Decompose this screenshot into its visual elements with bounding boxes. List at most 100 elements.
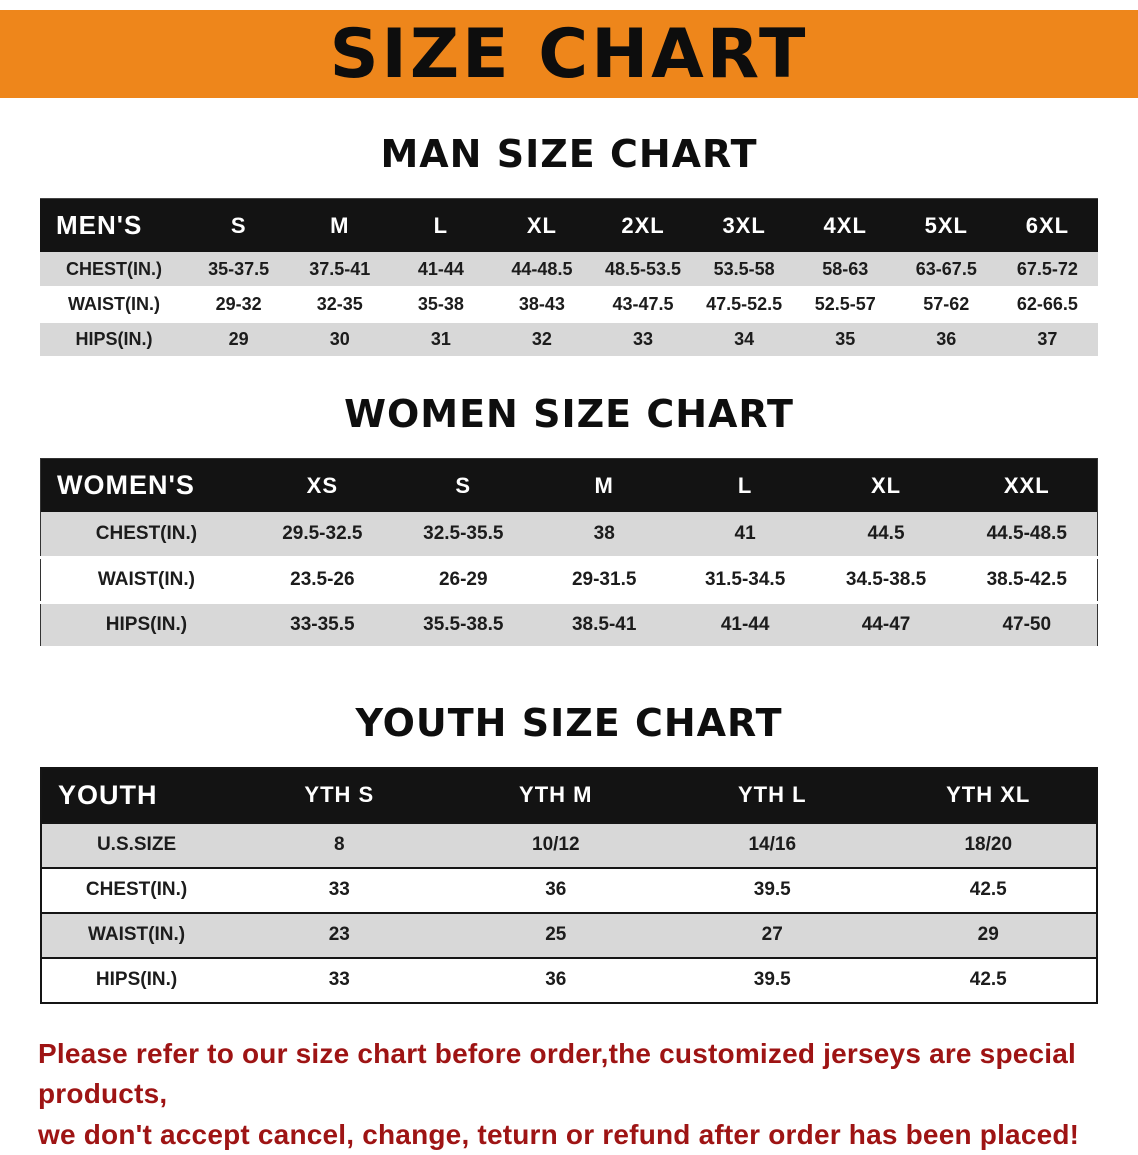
table-corner-label: MEN'S xyxy=(40,199,188,253)
size-value-cell: 33-35.5 xyxy=(252,602,393,647)
row-label: HIPS(IN.) xyxy=(40,322,188,357)
banner-title: SIZE CHART xyxy=(330,15,809,94)
size-value-cell: 62-66.5 xyxy=(997,287,1098,322)
size-value-cell: 32 xyxy=(491,322,592,357)
size-value-cell: 41 xyxy=(675,512,816,557)
row-label: CHEST(IN.) xyxy=(40,252,188,287)
size-value-cell: 27 xyxy=(664,913,880,958)
row-label: U.S.SIZE xyxy=(41,823,231,868)
size-value-cell: 35.5-38.5 xyxy=(393,602,534,647)
size-value-cell: 33 xyxy=(592,322,693,357)
size-value-cell: 8 xyxy=(231,823,447,868)
size-column-header: YTH XL xyxy=(880,768,1097,823)
size-value-cell: 57-62 xyxy=(896,287,997,322)
row-label: CHEST(IN.) xyxy=(41,868,231,913)
youth-size-chart-heading: YOUTH SIZE CHART xyxy=(0,701,1138,745)
size-value-cell: 42.5 xyxy=(880,958,1097,1003)
size-value-cell: 44-48.5 xyxy=(491,252,592,287)
size-value-cell: 39.5 xyxy=(664,958,880,1003)
table-corner-label: WOMEN'S xyxy=(41,459,252,513)
size-value-cell: 31.5-34.5 xyxy=(675,557,816,602)
size-value-cell: 29-32 xyxy=(188,287,289,322)
size-value-cell: 36 xyxy=(448,958,664,1003)
size-column-header: XL xyxy=(816,459,957,513)
row-label: WAIST(IN.) xyxy=(40,287,188,322)
disclaimer-text: Please refer to our size chart before or… xyxy=(38,1034,1100,1155)
size-column-header: 2XL xyxy=(592,199,693,253)
size-value-cell: 38-43 xyxy=(491,287,592,322)
size-value-cell: 44.5-48.5 xyxy=(957,512,1098,557)
size-chart-banner: SIZE CHART xyxy=(0,10,1138,98)
size-value-cell: 52.5-57 xyxy=(795,287,896,322)
size-value-cell: 43-47.5 xyxy=(592,287,693,322)
size-value-cell: 23.5-26 xyxy=(252,557,393,602)
size-column-header: S xyxy=(393,459,534,513)
disclaimer-line-1: Please refer to our size chart before or… xyxy=(38,1038,1076,1110)
size-value-cell: 18/20 xyxy=(880,823,1097,868)
size-column-header: M xyxy=(289,199,390,253)
size-column-header: L xyxy=(390,199,491,253)
size-value-cell: 63-67.5 xyxy=(896,252,997,287)
size-column-header: 3XL xyxy=(694,199,795,253)
size-value-cell: 38 xyxy=(534,512,675,557)
size-value-cell: 33 xyxy=(231,958,447,1003)
size-column-header: L xyxy=(675,459,816,513)
size-value-cell: 33 xyxy=(231,868,447,913)
size-value-cell: 44-47 xyxy=(816,602,957,647)
size-value-cell: 25 xyxy=(448,913,664,958)
size-value-cell: 38.5-41 xyxy=(534,602,675,647)
size-value-cell: 67.5-72 xyxy=(997,252,1098,287)
size-value-cell: 38.5-42.5 xyxy=(957,557,1098,602)
size-column-header: XL xyxy=(491,199,592,253)
size-value-cell: 35-38 xyxy=(390,287,491,322)
size-value-cell: 23 xyxy=(231,913,447,958)
size-column-header: YTH L xyxy=(664,768,880,823)
size-value-cell: 35 xyxy=(795,322,896,357)
size-value-cell: 41-44 xyxy=(390,252,491,287)
size-value-cell: 36 xyxy=(896,322,997,357)
size-column-header: YTH M xyxy=(448,768,664,823)
row-label: WAIST(IN.) xyxy=(41,557,252,602)
size-value-cell: 35-37.5 xyxy=(188,252,289,287)
size-value-cell: 41-44 xyxy=(675,602,816,647)
size-value-cell: 48.5-53.5 xyxy=(592,252,693,287)
row-label: WAIST(IN.) xyxy=(41,913,231,958)
women-size-chart-heading: WOMEN SIZE CHART xyxy=(0,392,1138,436)
size-value-cell: 42.5 xyxy=(880,868,1097,913)
size-column-header: M xyxy=(534,459,675,513)
size-value-cell: 39.5 xyxy=(664,868,880,913)
disclaimer-line-2: we don't accept cancel, change, teturn o… xyxy=(38,1119,1079,1150)
size-value-cell: 30 xyxy=(289,322,390,357)
size-value-cell: 32.5-35.5 xyxy=(393,512,534,557)
size-value-cell: 34.5-38.5 xyxy=(816,557,957,602)
size-value-cell: 31 xyxy=(390,322,491,357)
size-value-cell: 14/16 xyxy=(664,823,880,868)
row-label: CHEST(IN.) xyxy=(41,512,252,557)
size-value-cell: 44.5 xyxy=(816,512,957,557)
size-value-cell: 37 xyxy=(997,322,1098,357)
man-size-chart-heading: MAN SIZE CHART xyxy=(0,132,1138,176)
size-value-cell: 29-31.5 xyxy=(534,557,675,602)
size-column-header: XXL xyxy=(957,459,1098,513)
size-value-cell: 37.5-41 xyxy=(289,252,390,287)
size-value-cell: 47-50 xyxy=(957,602,1098,647)
